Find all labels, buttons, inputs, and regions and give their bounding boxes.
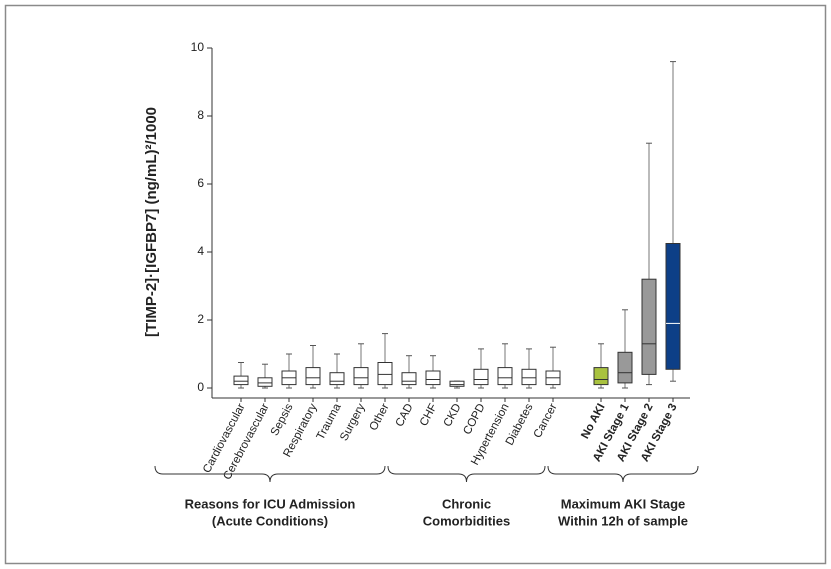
group-brace: [387, 465, 546, 483]
box: [521, 368, 537, 386]
y-tick-label: 2: [197, 312, 204, 326]
group-label: (Acute Conditions): [212, 513, 328, 528]
group-label: Chronic: [442, 496, 491, 511]
y-axis-label: [TIMP-2]·[IGFBP7] (ng/mL)²/1000: [143, 107, 160, 337]
y-tick-label: 10: [191, 40, 205, 54]
box: [593, 367, 609, 386]
box: [401, 372, 417, 386]
box: [257, 377, 273, 387]
box: [617, 351, 633, 384]
box: [497, 367, 513, 386]
group-label: Within 12h of sample: [558, 513, 688, 528]
group-brace: [547, 465, 699, 483]
box: [233, 375, 249, 386]
box: [305, 367, 321, 386]
group-label: Comorbidities: [423, 513, 510, 528]
box: [641, 278, 657, 375]
box: [473, 368, 489, 386]
y-tick-label: 0: [197, 380, 204, 394]
y-tick-label: 4: [197, 244, 204, 258]
box: [665, 243, 681, 370]
box: [425, 370, 441, 386]
group-brace: [154, 465, 386, 483]
box: [353, 367, 369, 386]
box: [449, 380, 465, 387]
box: [329, 372, 345, 386]
frame: [4, 4, 827, 565]
group-label: Reasons for ICU Admission: [185, 496, 356, 511]
y-tick-label: 6: [197, 176, 204, 190]
y-tick-label: 8: [197, 108, 204, 122]
box: [377, 362, 393, 386]
group-label: Maximum AKI Stage: [561, 496, 686, 511]
